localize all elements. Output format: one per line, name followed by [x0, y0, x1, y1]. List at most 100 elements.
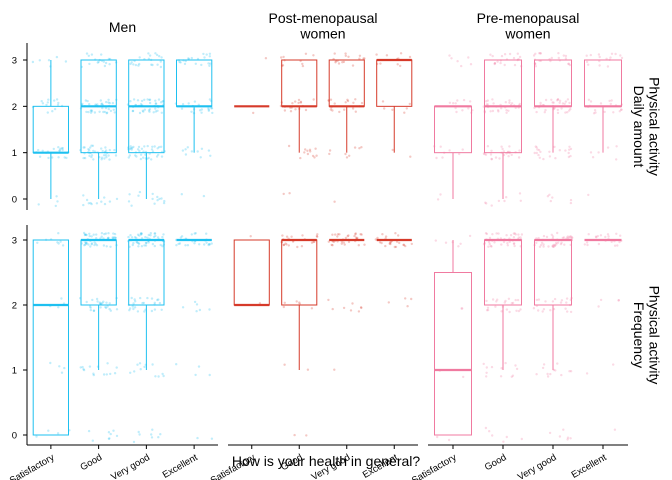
jitter-point [352, 101, 355, 105]
jitter-point [398, 241, 401, 245]
jitter-point [511, 374, 515, 377]
jitter-point [88, 62, 91, 66]
box-body [484, 239, 522, 306]
jitter-point [151, 63, 154, 67]
jitter-point [507, 297, 511, 300]
jitter-point [99, 99, 103, 102]
jitter-point [147, 52, 150, 55]
jitter-point [541, 310, 544, 313]
jitter-point [515, 367, 519, 371]
jitter-point [92, 149, 95, 153]
jitter-point [606, 146, 610, 149]
jitter-point [569, 310, 573, 314]
jitter-point [157, 375, 160, 378]
jitter-point [107, 154, 110, 157]
jitter-point [90, 53, 94, 56]
jitter-point [184, 59, 187, 63]
jitter-point [103, 110, 107, 114]
jitter-point [105, 373, 109, 376]
jitter-point [567, 155, 571, 159]
jitter-point [90, 242, 94, 245]
jitter-point [514, 364, 517, 367]
jitter-point [92, 233, 95, 236]
jitter-point [607, 235, 610, 238]
jitter-point [547, 245, 550, 248]
jitter-point [108, 101, 111, 105]
jitter-point [128, 193, 131, 196]
jitter-point [363, 243, 366, 246]
jitter-point [54, 204, 57, 208]
jitter-point [344, 52, 347, 55]
jitter-point [619, 54, 622, 57]
jitter-point [394, 232, 397, 235]
jitter-point [469, 62, 473, 66]
jitter-point [305, 434, 308, 437]
jitter-point [508, 101, 511, 105]
jitter-point [343, 243, 346, 246]
jitter-point [535, 146, 538, 149]
jitter-point [82, 156, 85, 160]
jitter-point [138, 433, 141, 436]
jitter-point [613, 244, 617, 247]
jitter-point [550, 233, 553, 236]
jitter-point [155, 155, 159, 158]
jitter-point [57, 232, 60, 235]
jitter-point [149, 234, 152, 237]
jitter-point [153, 244, 156, 248]
jitter-point [394, 245, 398, 249]
jitter-point [315, 154, 318, 157]
jitter-point [553, 243, 556, 246]
jitter-point [344, 54, 347, 57]
jitter-point [139, 157, 143, 161]
jitter-point [384, 235, 388, 238]
box-amount-pre-3 [584, 59, 622, 153]
jitter-point [357, 310, 361, 313]
jitter-point [342, 306, 346, 310]
jitter-point [283, 301, 286, 304]
jitter-point [505, 196, 508, 199]
jitter-point [300, 245, 304, 248]
jitter-point [200, 147, 204, 150]
jitter-point [103, 202, 107, 206]
jitter-point [196, 436, 199, 440]
jitter-point [208, 55, 211, 58]
jitter-point [105, 100, 108, 104]
jitter-point [94, 242, 97, 245]
jitter-point [497, 232, 500, 235]
jitter-point [338, 233, 341, 236]
jitter-point [102, 300, 105, 303]
jitter-point [282, 243, 285, 247]
jitter-point [41, 149, 44, 152]
jitter-point [81, 365, 84, 369]
jitter-point [106, 305, 109, 308]
jitter-point [207, 107, 210, 110]
jitter-point [130, 204, 133, 207]
jitter-point [163, 199, 166, 203]
jitter-point [494, 305, 497, 308]
jitter-point [551, 196, 554, 199]
jitter-point [137, 242, 141, 245]
jitter-point [405, 107, 408, 110]
jitter-point [542, 245, 545, 248]
jitter-point [565, 301, 568, 304]
jitter-point [333, 368, 336, 371]
jitter-point [408, 102, 411, 106]
jitter-point [486, 308, 490, 312]
jitter-point [104, 146, 107, 149]
jitter-point [393, 245, 396, 249]
jitter-point [598, 64, 601, 67]
jitter-point [90, 202, 93, 206]
jitter-point [504, 299, 507, 303]
jitter-point [140, 232, 143, 235]
jitter-point [556, 99, 559, 102]
jitter-point [142, 301, 145, 305]
jitter-point [485, 371, 488, 374]
jitter-point [148, 98, 151, 102]
x-tick-label: Good [483, 452, 509, 473]
jitter-point [90, 155, 93, 159]
jitter-point [592, 112, 596, 115]
jitter-point [106, 362, 109, 365]
jitter-point [154, 52, 157, 55]
jitter-point [81, 102, 84, 106]
jitter-point [618, 240, 621, 244]
